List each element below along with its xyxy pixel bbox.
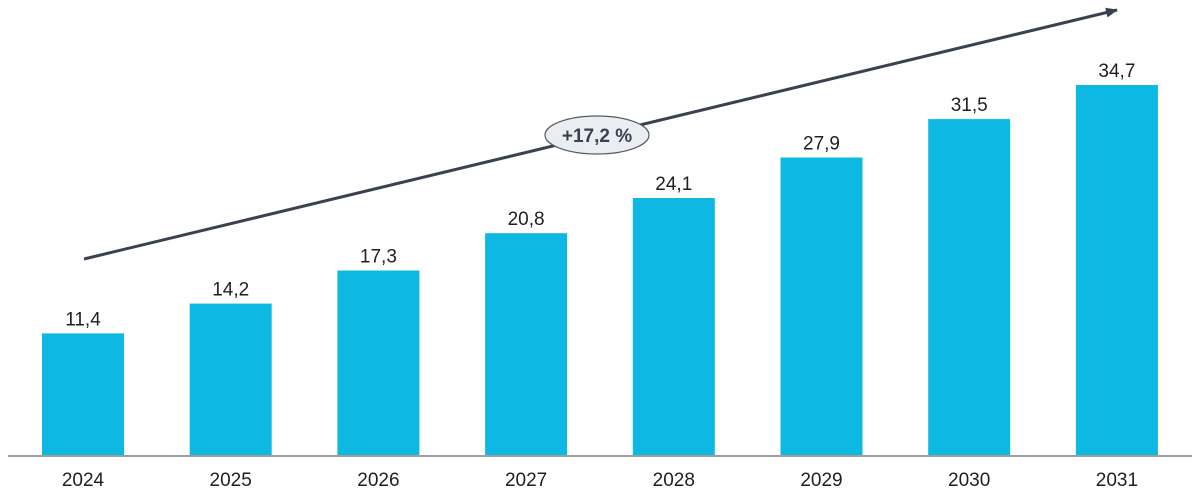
x-tick-label-2026: 2026: [357, 470, 399, 491]
bar-2025: [189, 303, 272, 455]
bar-2026: [337, 270, 420, 455]
value-label-2024: 11,4: [65, 309, 101, 330]
x-tick-labels-group: 2024 2025 2026 2027 2028 2029 2030 2031: [62, 470, 1138, 491]
bar-2027: [485, 233, 568, 455]
value-label-2031: 34,7: [1098, 61, 1135, 82]
cagr-annotation: +17,2 %: [544, 115, 650, 155]
x-tick-label-2030: 2030: [948, 470, 990, 491]
x-tick-label-2031: 2031: [1096, 470, 1138, 491]
cagr-label: +17,2 %: [562, 126, 632, 147]
value-label-2025: 14,2: [212, 280, 249, 301]
x-tick-label-2028: 2028: [653, 470, 695, 491]
value-label-2029: 27,9: [803, 134, 840, 155]
x-tick-label-2025: 2025: [210, 470, 252, 491]
cagr-bubble: [544, 115, 650, 155]
value-label-2026: 17,3: [360, 247, 397, 268]
bar-2024: [42, 333, 124, 455]
value-label-2030: 31,5: [951, 95, 988, 116]
bar-2028: [632, 198, 715, 455]
value-label-2028: 24,1: [655, 174, 692, 195]
bar-2029: [780, 157, 863, 455]
x-tick-label-2027: 2027: [505, 470, 547, 491]
value-label-2027: 20,8: [508, 209, 545, 230]
bar-2030: [928, 119, 1011, 455]
bars-group: [42, 85, 1158, 455]
bar-2031: [1075, 85, 1158, 455]
value-labels-group: 11,4 14,2 17,3 20,8 24,1 27,9 31,5 34,7: [65, 61, 1135, 330]
x-tick-label-2029: 2029: [800, 470, 842, 491]
x-tick-label-2024: 2024: [62, 470, 105, 491]
